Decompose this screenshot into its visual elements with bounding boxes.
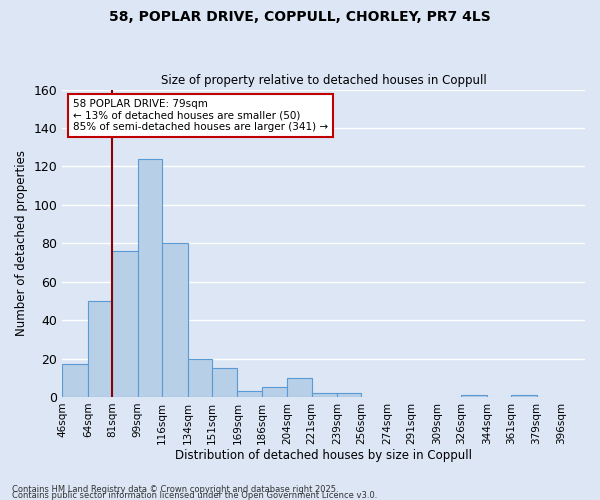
- Bar: [262, 388, 287, 397]
- Bar: [188, 358, 212, 397]
- Text: Contains HM Land Registry data © Crown copyright and database right 2025.: Contains HM Land Registry data © Crown c…: [12, 485, 338, 494]
- X-axis label: Distribution of detached houses by size in Coppull: Distribution of detached houses by size …: [175, 450, 472, 462]
- Bar: [162, 244, 188, 397]
- Bar: [287, 378, 311, 397]
- Y-axis label: Number of detached properties: Number of detached properties: [15, 150, 28, 336]
- Bar: [212, 368, 238, 397]
- Bar: [138, 158, 162, 397]
- Bar: [112, 251, 138, 397]
- Bar: [62, 364, 88, 397]
- Bar: [88, 301, 112, 397]
- Text: 58, POPLAR DRIVE, COPPULL, CHORLEY, PR7 4LS: 58, POPLAR DRIVE, COPPULL, CHORLEY, PR7 …: [109, 10, 491, 24]
- Bar: [511, 395, 536, 397]
- Bar: [311, 393, 337, 397]
- Text: Contains public sector information licensed under the Open Government Licence v3: Contains public sector information licen…: [12, 491, 377, 500]
- Bar: [238, 391, 262, 397]
- Text: 58 POPLAR DRIVE: 79sqm
← 13% of detached houses are smaller (50)
85% of semi-det: 58 POPLAR DRIVE: 79sqm ← 13% of detached…: [73, 99, 328, 132]
- Bar: [337, 393, 361, 397]
- Title: Size of property relative to detached houses in Coppull: Size of property relative to detached ho…: [161, 74, 487, 87]
- Bar: [461, 395, 487, 397]
